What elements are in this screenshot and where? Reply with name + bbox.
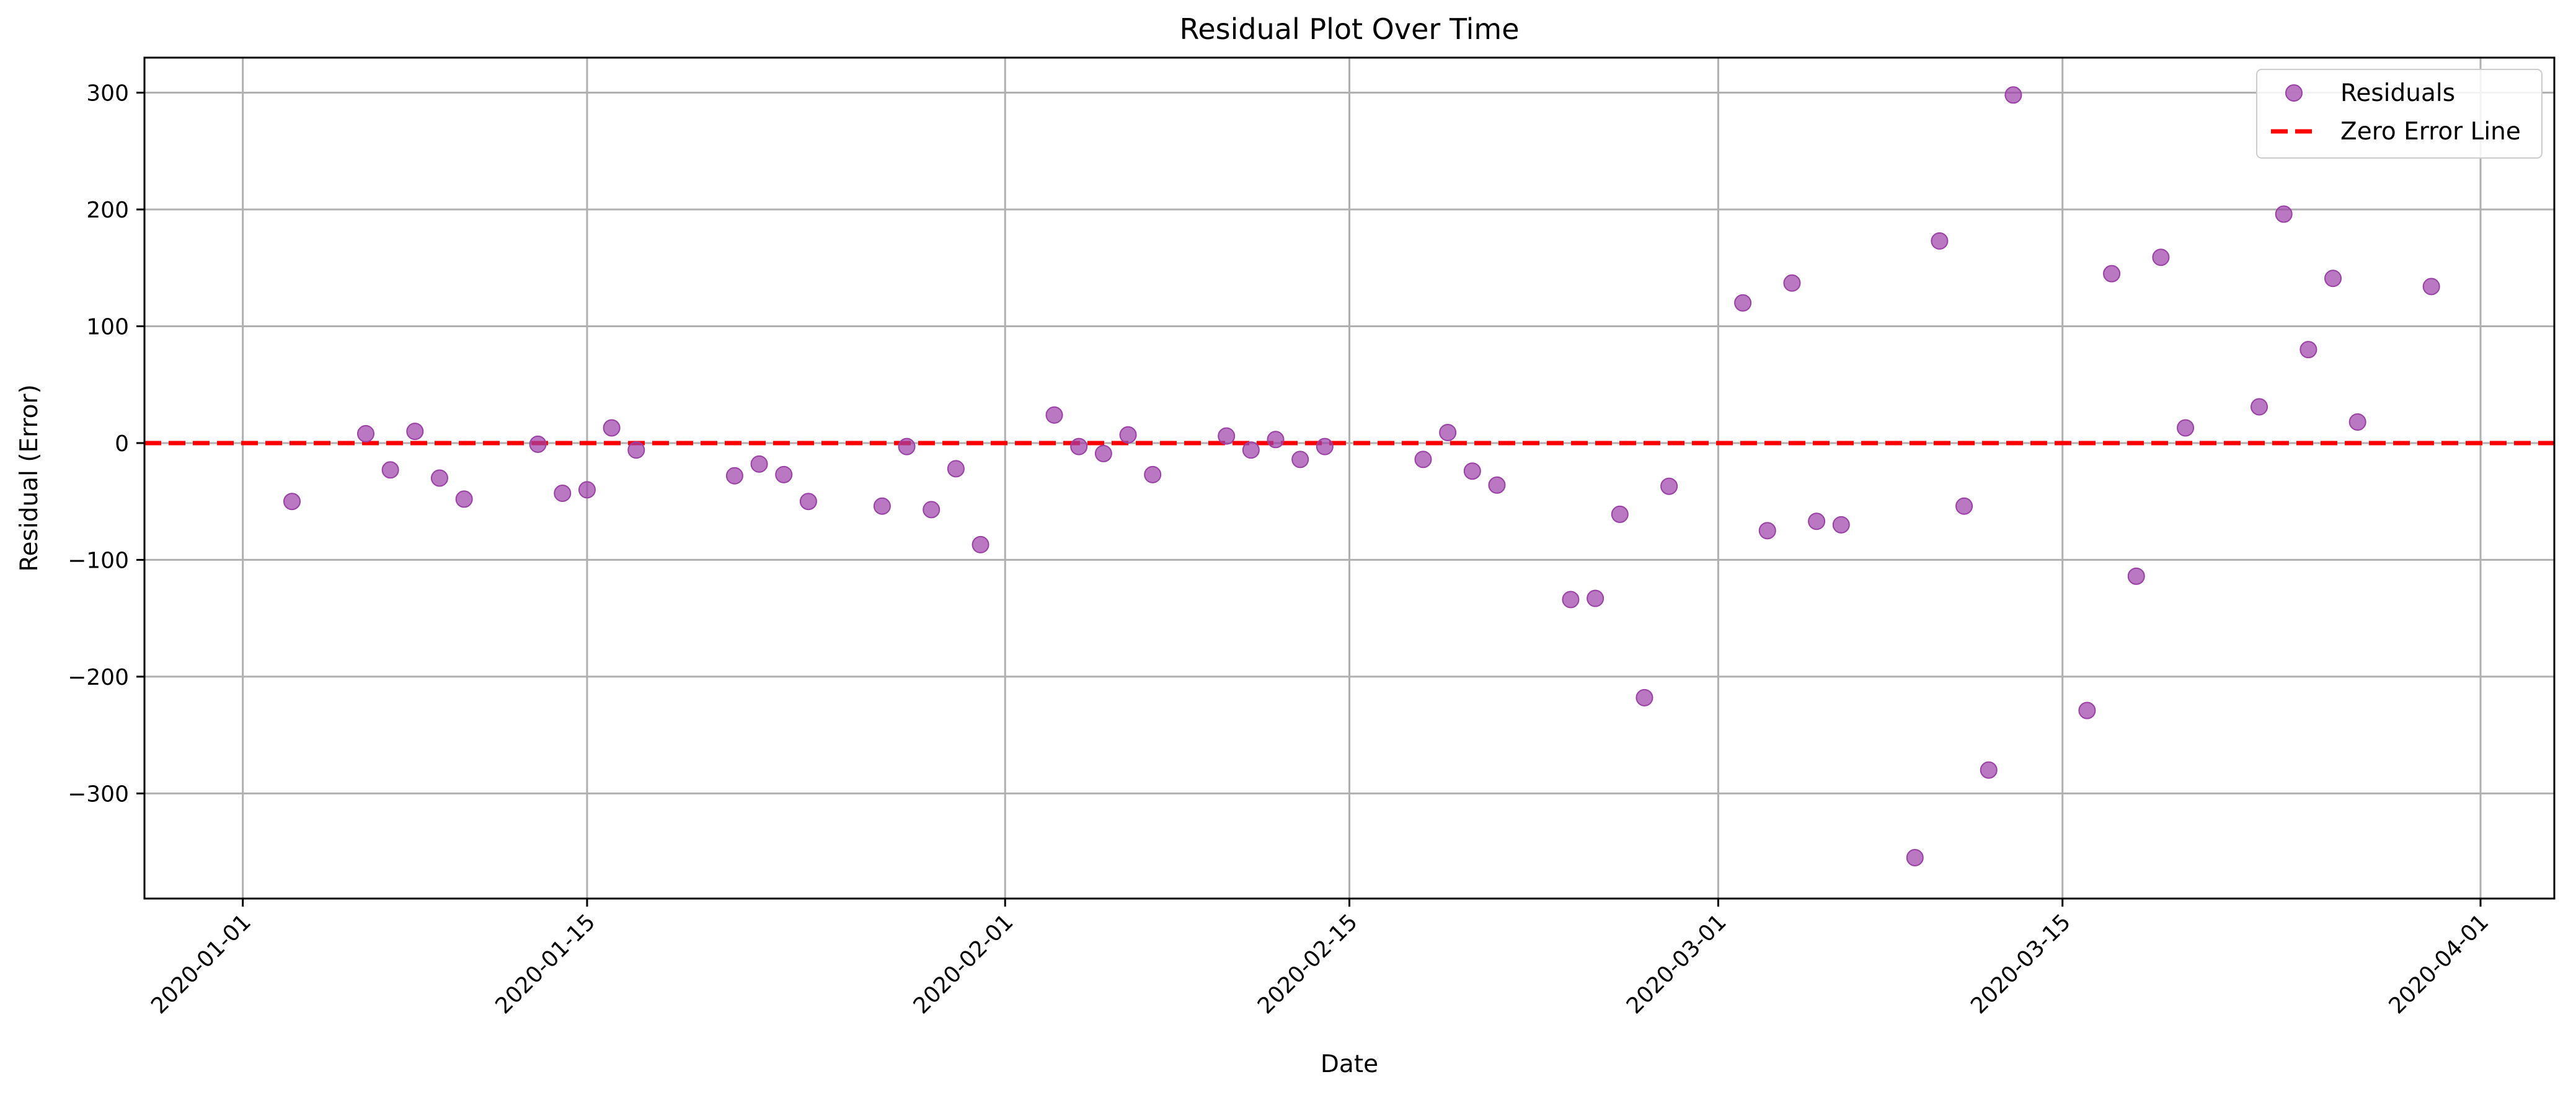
residual-point	[1980, 761, 1998, 779]
residual-point	[799, 493, 817, 511]
residual-point	[554, 485, 572, 503]
x-tick-label: 2020-01-15	[490, 909, 600, 1019]
residual-point	[1660, 477, 1678, 495]
residual-point	[972, 535, 989, 553]
residual-points	[283, 86, 2440, 867]
residual-point	[1808, 512, 1826, 530]
legend-zero-line-label: Zero Error Line	[2340, 118, 2521, 146]
residual-point	[873, 497, 891, 515]
residual-point	[923, 501, 941, 519]
residual-point	[529, 435, 547, 453]
residual-point	[2422, 278, 2440, 296]
residual-point	[2103, 265, 2121, 283]
residual-point	[1635, 688, 1653, 706]
residual-point	[1783, 274, 1801, 292]
x-axis: 2020-01-01 2020-01-15 2020-02-01 2020-02-15…	[146, 899, 2494, 1019]
residual-point	[1562, 591, 1580, 609]
residual-point	[1144, 465, 1162, 483]
y-tick-label: 0	[115, 431, 129, 457]
residual-point	[1094, 444, 1112, 462]
residual-point	[2348, 413, 2366, 431]
residual-point	[1758, 522, 1776, 540]
residual-point	[455, 490, 473, 508]
x-tick-label: 2020-01-01	[146, 909, 256, 1019]
y-axis: 300 200 100 0 −100 −200 −300	[68, 81, 144, 807]
residual-point	[1242, 441, 1260, 459]
x-tick-label: 2020-02-15	[1253, 909, 1363, 1019]
residual-point	[406, 423, 424, 441]
residual-point	[2127, 567, 2145, 585]
residual-point	[1832, 516, 1850, 534]
residual-point	[1955, 497, 1973, 515]
residual-point	[2152, 248, 2170, 266]
residual-point	[1439, 423, 1457, 441]
residual-point	[578, 481, 596, 499]
x-tick-label: 2020-03-15	[1966, 909, 2076, 1019]
legend-box	[2256, 69, 2543, 159]
residual-point	[775, 465, 793, 483]
residual-point	[2324, 270, 2342, 288]
legend-residuals-label: Residuals	[2340, 79, 2455, 107]
y-tick-label: 300	[86, 81, 129, 107]
legend: Residuals Zero Error Line	[2256, 69, 2543, 159]
grid	[144, 58, 2554, 899]
residual-point	[627, 441, 645, 459]
residual-point	[1316, 438, 1334, 455]
residual-point	[947, 460, 965, 478]
residual-point	[2251, 398, 2268, 416]
y-axis-label: Residual (Error)	[15, 384, 43, 572]
residual-point	[725, 467, 743, 485]
x-axis-label: Date	[1321, 1050, 1378, 1078]
y-tick-label: 200	[86, 198, 129, 223]
residual-point	[2275, 205, 2293, 223]
residual-point	[1045, 406, 1063, 424]
x-tick-label: 2020-04-01	[2384, 909, 2494, 1019]
residual-point	[1267, 431, 1285, 449]
residual-point	[2078, 701, 2096, 719]
residual-point	[2177, 419, 2195, 437]
residual-point	[1218, 427, 1236, 445]
residual-point	[1119, 426, 1137, 444]
residual-point	[1734, 294, 1752, 312]
residual-point	[430, 469, 448, 487]
x-tick-label: 2020-02-01	[909, 909, 1019, 1019]
residual-point	[2299, 341, 2317, 359]
residual-point	[603, 419, 621, 437]
residual-point	[1414, 451, 1432, 468]
residual-point	[750, 455, 768, 473]
y-tick-label: −100	[68, 548, 129, 573]
y-tick-label: −300	[68, 781, 129, 807]
residual-point	[1906, 849, 1924, 867]
residual-point	[1611, 505, 1629, 523]
residual-point	[1488, 476, 1506, 494]
chart-title: Residual Plot Over Time	[1179, 12, 1519, 46]
y-tick-label: 100	[86, 314, 129, 340]
residual-point	[1291, 451, 1309, 468]
legend-residuals-marker	[2285, 84, 2303, 102]
residual-point	[381, 461, 399, 479]
residual-point	[1463, 462, 1481, 480]
residual-point	[1587, 589, 1604, 607]
residual-point	[2004, 86, 2022, 104]
residual-point	[356, 424, 374, 442]
residual-point	[283, 493, 301, 511]
residual-point	[1070, 438, 1088, 455]
residual-point	[1931, 232, 1949, 250]
x-tick-label: 2020-03-01	[1622, 909, 1732, 1019]
y-tick-label: −200	[68, 665, 129, 690]
residual-point	[898, 438, 916, 455]
